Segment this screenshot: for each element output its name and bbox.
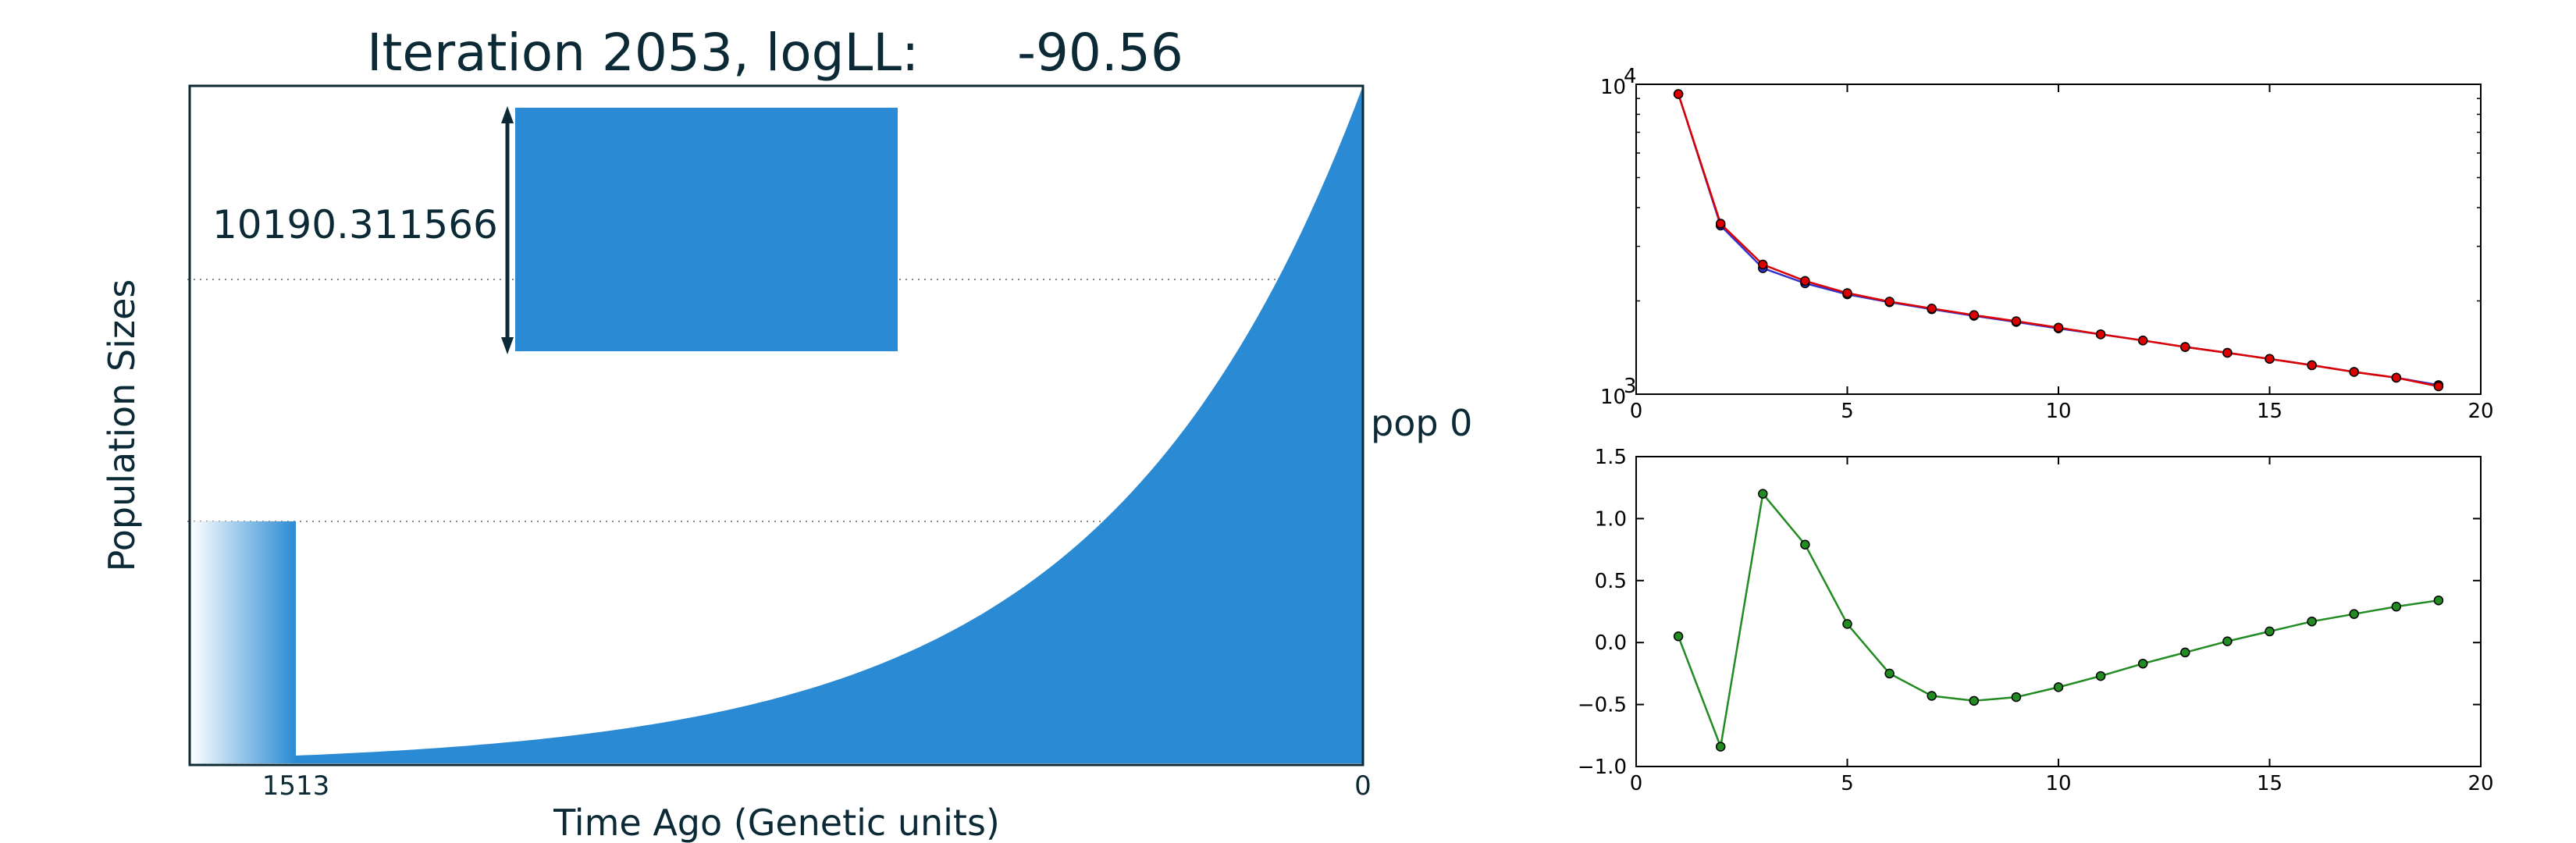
bottom-chart-series-0-point (2307, 616, 2317, 627)
main-chart-frame (188, 84, 1364, 767)
main-chart-title: Iteration 2053, logLL: -90.56 (367, 23, 1183, 83)
main-x-axis-label: Time Ago (Genetic units) (553, 802, 1000, 843)
top-chart-series-1-point (1927, 303, 1937, 314)
top-chart-x-tick-label: 0 (1630, 400, 1643, 423)
top-chart-series-1-point (2137, 335, 2148, 346)
bottom-chart-series-0-line (1677, 491, 2439, 751)
bottom-chart-series-0-point (1673, 631, 1684, 642)
top-chart-x-tick-label: 10 (2045, 400, 2071, 423)
top-chart-series-1-point (2011, 316, 2022, 326)
bottom-chart-series-0-point (2053, 682, 2064, 692)
top-chart-y-tick-label: 10 (1600, 76, 1626, 99)
top-chart-y-tick-exponent: 4 (1624, 65, 1637, 88)
bottom-chart-y-tick-label: −1.0 (1578, 756, 1627, 779)
ancestral-population-block (190, 521, 296, 763)
top-chart-series-1-line (1677, 94, 2439, 388)
top-chart-series-1-point (2053, 322, 2064, 333)
top-chart-series-1-point (2307, 360, 2317, 371)
bottom-chart-series-0-point (2137, 658, 2148, 669)
top-chart-series-1-point (2265, 354, 2275, 365)
bottom-right-chart: 0 5 10 15 20 1.5 1.0 0.5 0.0 −0.5 −1.0 (1578, 446, 2494, 795)
bottom-chart-y-tick-label: 0.5 (1595, 570, 1627, 593)
bottom-chart-x-tick-label: 5 (1841, 772, 1854, 795)
bottom-chart-series-0-point (2222, 636, 2233, 646)
top-chart-series-1-point (1800, 276, 1810, 286)
bottom-chart-series-0-point (1715, 742, 1726, 752)
scale-annotation-label: 10190.311566 (212, 202, 498, 247)
bottom-chart-x-tick-label: 10 (2045, 772, 2071, 795)
bottom-chart-x-tick-label: 20 (2467, 772, 2493, 795)
top-chart-series-1-point (1758, 259, 1768, 270)
top-chart-series-1-point (2095, 329, 2106, 340)
bottom-chart-x-tick-label: 0 (1630, 772, 1643, 795)
main-y-axis-label: Population Sizes (101, 279, 143, 572)
top-chart-x-tick-label: 15 (2257, 400, 2282, 423)
bottom-chart-series-0-point (2391, 601, 2402, 612)
bottom-chart-series-0-point (2180, 647, 2190, 658)
bottom-chart-series-0-point (1884, 668, 1895, 679)
top-chart-series-1-point (1673, 89, 1684, 99)
top-chart-series-1-point (1715, 219, 1726, 229)
x-tick-label-0: 0 (1354, 770, 1372, 802)
bottom-chart-y-tick-label: −0.5 (1578, 694, 1627, 717)
bottom-chart-series-0-point (1800, 539, 1810, 550)
bottom-chart-y-tick-label: 1.5 (1595, 446, 1627, 469)
top-chart-series-1-point (1884, 297, 1895, 307)
bottom-chart-series-0-point (2349, 609, 2359, 619)
series-label-pop-0: pop 0 (1371, 402, 1472, 444)
scale-double-arrow (501, 106, 514, 354)
top-chart-y-tick-exponent: 3 (1624, 375, 1637, 398)
top-chart-series-1-point (2180, 342, 2190, 352)
bottom-chart-series-0-point (1758, 489, 1768, 499)
bottom-chart-series-0-point (1842, 619, 1852, 629)
top-chart-x-tick-label: 5 (1841, 400, 1854, 423)
bottom-chart-series-0-point (1969, 695, 1980, 706)
top-chart-x-tick-label: 20 (2467, 400, 2493, 423)
bottom-chart-series-0-point (1927, 691, 1937, 701)
top-chart-series-1-point (2349, 367, 2359, 377)
bottom-chart-series-0-point (2265, 626, 2275, 637)
top-chart-series-1-point (2222, 347, 2233, 358)
top-chart-series-1-point (2391, 372, 2402, 383)
top-chart-y-tick-label: 10 (1600, 386, 1626, 409)
bottom-chart-y-tick-label: 0.0 (1595, 631, 1627, 655)
top-chart-series-1-point (2433, 381, 2444, 392)
bottom-chart-series-0-point (2011, 692, 2022, 702)
top-chart-series-0-line (1677, 94, 2439, 386)
top-chart-frame (1635, 84, 2482, 395)
scale-reference-box (515, 108, 898, 351)
bottom-chart-series-0-point (2433, 595, 2444, 606)
x-tick-label-1513: 1513 (262, 770, 330, 802)
bottom-chart-x-tick-label: 15 (2257, 772, 2282, 795)
top-chart-series-1-point (1969, 310, 1980, 320)
bottom-chart-y-tick-label: 1.0 (1595, 507, 1627, 531)
top-chart-series-1-point (1842, 288, 1852, 298)
bottom-chart-series-0-point (2095, 670, 2106, 681)
pop-0-area (296, 86, 1363, 763)
